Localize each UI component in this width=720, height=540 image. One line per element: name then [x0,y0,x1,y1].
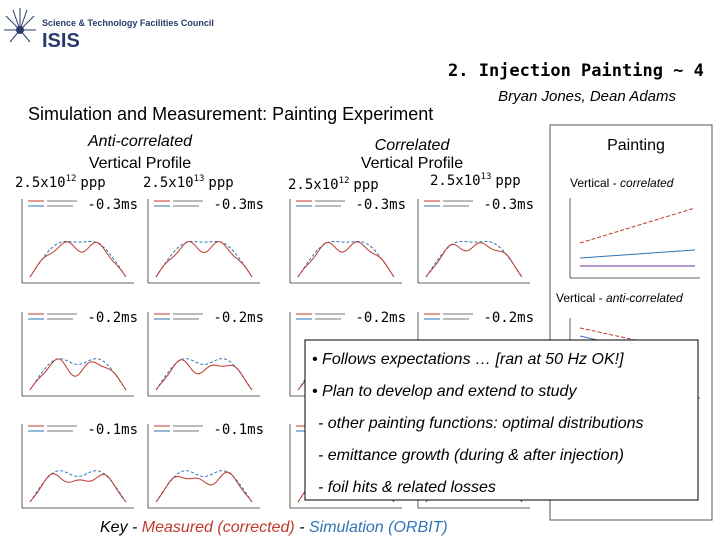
panel-label: Vertical - anti-correlated [556,291,683,305]
legend-text [173,313,203,315]
legend-text [173,425,203,427]
authors: Bryan Jones, Dean Adams [498,88,676,105]
time-label: -0.3ms [213,197,264,213]
sub-item: - other painting functions: optimal dist… [318,415,644,432]
time-label: -0.3ms [483,197,534,213]
slide-title: 2. Injection Painting ~ 4 [448,61,704,81]
legend-text [47,313,77,315]
time-label: -0.3ms [355,197,406,213]
legend-text [173,430,199,432]
panel-title: Painting [607,137,665,154]
legend-text [315,318,341,320]
group-title: Correlated [375,137,451,154]
notes-box [304,339,699,501]
profile-curve [29,241,127,278]
legend-text [47,200,77,202]
legend-text [443,205,469,207]
profile-curve [297,241,395,278]
legend-text [173,318,199,320]
legend-text [443,313,473,315]
legend-text [173,205,199,207]
legend-text [47,318,73,320]
profile-curve [425,242,523,278]
legend-text [47,430,73,432]
group-subtitle: Vertical Profile [361,155,463,172]
subtitle: Simulation and Measurement: Painting Exp… [28,104,433,124]
profile-curve [29,240,127,278]
legend-text [315,200,345,202]
panel-label: Vertical - correlated [570,176,674,190]
key: Key - Measured (corrected) - Simulation … [100,519,448,536]
profile-curve [297,240,395,278]
time-label: -0.2ms [483,310,534,326]
time-label: -0.2ms [87,310,138,326]
profile-curve [29,473,127,503]
time-label: -0.2ms [213,310,264,326]
sub-item: - emittance growth (during & after injec… [318,447,624,464]
legend-text [47,425,77,427]
intensity-label: 2.5x1013 ppp [430,172,521,189]
profile-curve [155,471,253,503]
logo [4,8,36,43]
intensity-label: 2.5x1012 ppp [15,174,106,191]
profile-curve [155,359,253,391]
painting-curve [579,249,696,259]
time-label: -0.1ms [87,422,138,438]
time-label: -0.3ms [87,197,138,213]
profile-curve [155,240,253,278]
profile-curve [29,470,127,503]
intensity-label: 2.5x1013 ppp [143,174,234,191]
time-label: -0.1ms [213,422,264,438]
painting-panel [549,124,713,521]
legend-text [47,205,73,207]
intensity-label: 2.5x1012 ppp [288,176,379,193]
group-subtitle: Vertical Profile [89,155,191,172]
painting-curve [579,207,696,244]
bullet: • Plan to develop and extend to study [312,383,577,400]
profile-curve [29,358,127,391]
org-name: Science & Technology Facilities Council [42,18,214,28]
legend-text [315,313,345,315]
group-title: Anti-correlated [87,133,193,150]
bullet: • Follows expectations … [ran at 50 Hz O… [312,351,624,368]
legend-text [443,200,473,202]
profile-curve [29,358,127,391]
sub-item: - foil hits & related losses [318,479,496,496]
time-label: -0.2ms [355,310,406,326]
profile-curve [155,358,253,391]
legend-text [315,205,341,207]
logo-text: ISIS [42,30,80,52]
profile-curve [155,470,253,503]
legend-text [173,200,203,202]
profile-curve [155,240,253,278]
legend-text [443,318,469,320]
